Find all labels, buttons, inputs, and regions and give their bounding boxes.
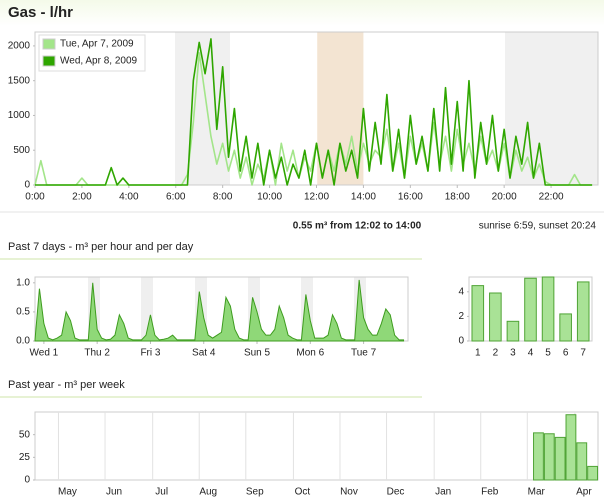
x-tick-label: Nov [340,487,358,497]
bar [559,313,572,342]
x-tick-label: 4:00 [119,192,139,203]
x-tick-label: 4 [528,348,534,359]
y-tick-label: 1500 [8,75,31,86]
series-line [35,38,593,186]
x-tick-label: Jul [155,487,168,497]
x-tick-label: 12:00 [304,192,329,203]
x-tick-label: 1 [475,348,481,359]
x-tick-label: Sun 5 [244,348,271,359]
bar [576,281,590,342]
x-tick-label: 6 [563,348,569,359]
x-tick-label: 5 [545,348,551,359]
bar [533,432,544,481]
x-tick-label: 20:00 [492,192,517,203]
bar [543,433,555,481]
x-tick-label: 14:00 [351,192,376,203]
x-tick-label: Jun [106,487,122,497]
x-tick-label: 2 [493,348,499,359]
legend-label: Wed, Apr 8, 2009 [60,56,138,67]
x-tick-label: 3 [510,348,516,359]
x-tick-label: Thu 2 [84,348,110,359]
bar [524,277,537,342]
legend-box [38,34,146,72]
x-tick-label: May [58,487,77,497]
x-tick-label: Apr [576,487,592,497]
x-tick-label: Jan [435,487,451,497]
page-title: Gas - l/hr [8,4,73,21]
x-tick-label: 22:00 [539,192,564,203]
bar [587,465,599,481]
x-tick-label: 7 [580,348,586,359]
x-tick-label: 10:00 [257,192,282,203]
bar [489,292,502,342]
header-band [0,0,604,26]
y-tick-label: 50 [19,429,31,440]
x-tick-label: Aug [199,487,217,497]
plot-frame [34,411,599,481]
bar [471,285,485,342]
x-tick-label: Oct [295,487,311,497]
bar [554,436,566,481]
legend-swatch [42,38,56,50]
selection-info: 0.55 m³ from 12:02 to 14:00 [293,221,422,232]
bar [576,442,588,481]
x-tick-label: Mar [528,487,546,497]
y-tick-label: 25 [19,452,31,463]
legend-label: Tue, Apr 7, 2009 [60,39,134,50]
x-tick-label: 0:00 [25,192,45,203]
series-area [34,279,405,342]
y-tick-label: 1000 [8,110,31,121]
y-tick-label: 0 [24,475,30,486]
y-tick-label: 0 [24,180,30,191]
y-tick-label: 500 [13,145,30,156]
x-tick-label: Sat 4 [192,348,216,359]
y-tick-label: 2 [458,311,464,322]
legend-swatch [42,55,56,67]
y-tick-label: 0.0 [16,336,30,347]
y-tick-label: 1.0 [16,277,30,288]
x-tick-label: 16:00 [398,192,423,203]
x-tick-label: Wed 1 [30,348,59,359]
section-title: Past year - m³ per week [8,379,125,391]
bar [541,276,555,342]
shade [175,32,230,185]
section-title: Past 7 days - m³ per hour and per day [8,241,194,253]
bar [506,320,520,342]
x-tick-label: Fri 3 [140,348,160,359]
x-tick-label: 18:00 [445,192,470,203]
y-tick-label: 0 [458,336,464,347]
sun-info: sunrise 6:59, sunset 20:24 [479,221,597,232]
x-tick-label: 6:00 [166,192,186,203]
y-tick-label: 0.5 [16,307,30,318]
bar [565,414,577,481]
x-tick-label: Mon 6 [296,348,324,359]
y-tick-label: 4 [458,286,464,297]
x-tick-label: Tue 7 [351,348,377,359]
x-tick-label: Sep [246,487,264,497]
x-tick-label: Feb [481,487,499,497]
x-tick-label: 8:00 [213,192,233,203]
x-tick-label: 2:00 [72,192,92,203]
x-tick-label: Dec [387,487,405,497]
y-tick-label: 2000 [8,41,31,52]
